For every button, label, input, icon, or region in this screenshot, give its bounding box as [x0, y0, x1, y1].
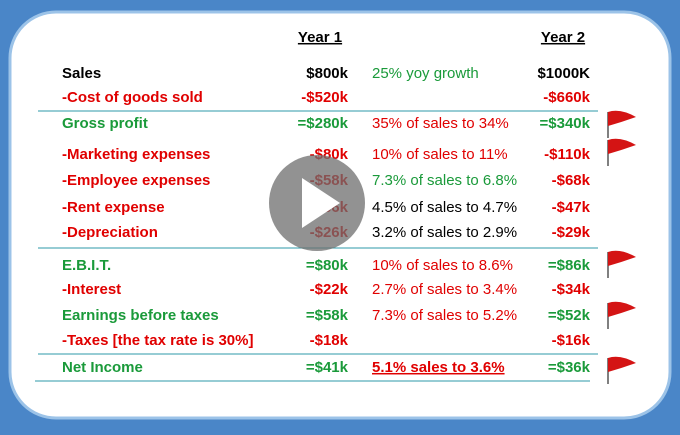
comment: 5.1% sales to 3.6% [372, 359, 505, 376]
row-label: Gross profit [62, 115, 148, 132]
year2-value: =$36k [548, 359, 591, 376]
year1-value: =$80k [306, 257, 349, 274]
year1-value: -$520k [301, 89, 348, 106]
row-label: -Cost of goods sold [62, 89, 203, 106]
year1-value: =$41k [306, 359, 349, 376]
comment: 35% of sales to 34% [372, 115, 509, 132]
year2-value: -$16k [552, 332, 591, 349]
year2-value: -$47k [552, 199, 591, 216]
year1-value: =$58k [306, 307, 349, 324]
year2-header: Year 2 [541, 29, 585, 46]
year2-value: =$340k [540, 115, 591, 132]
row-label: -Interest [62, 281, 121, 298]
year2-value: -$660k [543, 89, 590, 106]
year1-value: $800k [306, 65, 348, 82]
year2-value: =$86k [548, 257, 591, 274]
comment: 7.3% of sales to 6.8% [372, 172, 517, 189]
year1-value: -$18k [310, 332, 349, 349]
row-label: -Employee expenses [62, 172, 210, 189]
year2-value: -$68k [552, 172, 591, 189]
comment: 10% of sales to 8.6% [372, 257, 513, 274]
comment: 10% of sales to 11% [372, 146, 508, 163]
rows: Sales $800k $1000K 25% yoy growth -Cost of g… [62, 65, 591, 376]
year2-value: -$110k [544, 146, 591, 163]
flag [608, 110, 636, 126]
comment: 25% yoy growth [372, 65, 479, 82]
flag [608, 301, 636, 317]
flags [607, 110, 636, 384]
comment: 3.2% of sales to 2.9% [372, 224, 517, 241]
flag [608, 356, 636, 372]
row-label: Net Income [62, 359, 143, 376]
play-button[interactable] [269, 155, 365, 251]
row-label: -Taxes [the tax rate is 30%] [62, 332, 253, 349]
row-label: -Depreciation [62, 224, 158, 241]
year2-value: -$34k [552, 281, 591, 298]
play-icon[interactable] [302, 178, 340, 228]
year2-value: -$29k [552, 224, 591, 241]
year2-value: =$52k [548, 307, 591, 324]
year1-value: -$22k [310, 281, 349, 298]
comment: 7.3% of sales to 5.2% [372, 307, 517, 324]
year2-value: $1000K [537, 65, 590, 82]
flag [608, 250, 636, 266]
row-label: Sales [62, 65, 101, 82]
row-label: Earnings before taxes [62, 307, 219, 324]
flag [608, 138, 636, 154]
year1-header: Year 1 [298, 29, 342, 46]
row-label: E.B.I.T. [62, 257, 111, 274]
row-label: -Rent expense [62, 199, 165, 216]
comment: 2.7% of sales to 3.4% [372, 281, 517, 298]
year1-value: =$280k [298, 115, 349, 132]
row-label: -Marketing expenses [62, 146, 210, 163]
comment: 4.5% of sales to 4.7% [372, 199, 517, 216]
